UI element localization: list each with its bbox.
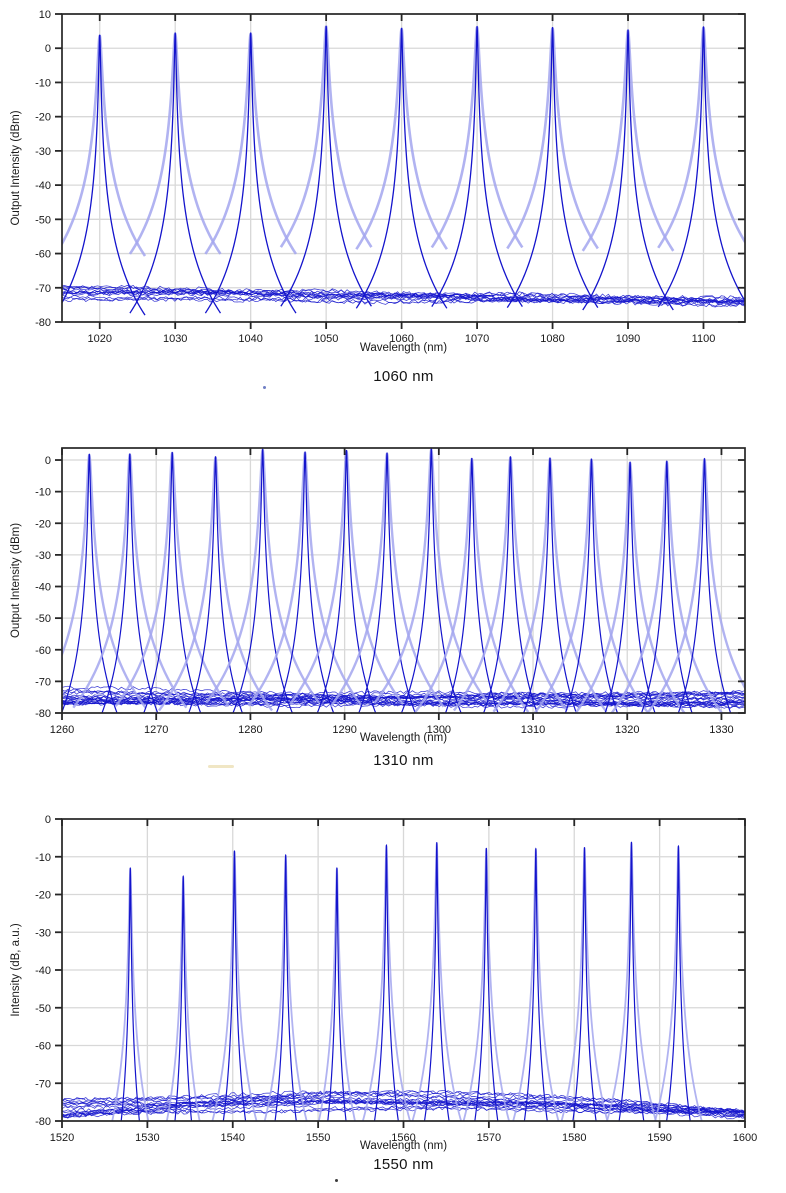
svg-text:1100: 1100: [692, 333, 716, 345]
svg-text:-50: -50: [35, 214, 51, 226]
svg-text:0: 0: [45, 455, 51, 467]
svg-text:-70: -70: [35, 283, 51, 295]
svg-text:-20: -20: [35, 890, 51, 902]
svg-text:1590: 1590: [647, 1132, 671, 1144]
svg-text:-70: -70: [35, 676, 51, 688]
svg-text:1580: 1580: [562, 1132, 586, 1144]
svg-text:0: 0: [45, 814, 51, 826]
svg-text:1310: 1310: [521, 724, 545, 736]
axis-labels: 1520 1530 1540 1550 1560 1570 1580 1590 1600 0 -10…: [10, 814, 757, 1152]
svg-text:-60: -60: [35, 1041, 51, 1053]
svg-text:1570: 1570: [477, 1132, 501, 1144]
svg-text:-60: -60: [35, 645, 51, 657]
svg-text:1270: 1270: [144, 724, 168, 736]
stray-smudge: [208, 765, 234, 768]
axis-labels: 1020 1030 1040 1050 1060 1070 1080 1090 1100 10 0 -…: [10, 9, 715, 354]
svg-text:-20: -20: [35, 112, 51, 124]
svg-text:-40: -40: [35, 180, 51, 192]
svg-text:1520: 1520: [50, 1132, 74, 1144]
axis-labels: 1260 1270 1280 1290 1300 1310 1320 1330 0 -10 -20 -…: [10, 455, 734, 744]
svg-text:1070: 1070: [465, 333, 489, 345]
axes: [55, 818, 746, 1128]
spectrum-plot-1060nm: 1020 1030 1040 1050 1060 1070 1080 1090 1100 10 0 -…: [10, 9, 746, 354]
svg-text:1020: 1020: [87, 333, 111, 345]
noise-floor-traces: [62, 284, 745, 308]
svg-text:-40: -40: [35, 965, 51, 977]
svg-text:-80: -80: [35, 708, 51, 720]
stray-dot: [335, 1179, 338, 1182]
svg-text:-10: -10: [35, 852, 51, 864]
svg-text:0: 0: [45, 43, 51, 55]
y-axis-label: Output Intensity (dBm): [10, 523, 22, 638]
figure-1060nm: 1020 1030 1040 1050 1060 1070 1080 1090 1100 10 0 -…: [0, 0, 786, 395]
data-traces: [62, 841, 745, 1121]
axes: [55, 447, 746, 720]
svg-text:-30: -30: [35, 146, 51, 158]
laser-peaks: [111, 841, 703, 1121]
spectrum-plot-1550nm: 1520 1530 1540 1550 1560 1570 1580 1590 1600 0 -10…: [10, 814, 757, 1152]
svg-text:-80: -80: [35, 1116, 51, 1128]
svg-text:1280: 1280: [238, 724, 262, 736]
svg-text:-30: -30: [35, 927, 51, 939]
figure-1310nm: 1260 1270 1280 1290 1300 1310 1320 1330 0 -10 -20 -…: [0, 430, 786, 775]
svg-text:1080: 1080: [540, 333, 564, 345]
svg-text:1060: 1060: [389, 333, 413, 345]
svg-text:1030: 1030: [163, 333, 187, 345]
svg-text:-70: -70: [35, 1078, 51, 1090]
x-axis-label: Wavelength (nm): [360, 342, 447, 354]
svg-text:1600: 1600: [733, 1132, 757, 1144]
svg-text:-10: -10: [35, 487, 51, 499]
svg-text:1090: 1090: [616, 333, 640, 345]
axes: [55, 13, 746, 329]
y-axis-label: Intensity (dB, a.u.): [10, 923, 22, 1016]
x-axis-label: Wavelength (nm): [360, 732, 447, 744]
svg-text:10: 10: [39, 9, 51, 21]
stray-dot: [263, 386, 266, 389]
svg-text:1550: 1550: [306, 1132, 330, 1144]
svg-text:-50: -50: [35, 613, 51, 625]
chart-caption-1550nm: 1550 nm: [373, 1156, 434, 1173]
svg-text:1260: 1260: [50, 724, 74, 736]
svg-text:1560: 1560: [391, 1132, 415, 1144]
data-traces: [62, 448, 745, 713]
chart-caption-1060nm: 1060 nm: [373, 368, 434, 385]
svg-text:1050: 1050: [314, 333, 338, 345]
svg-text:-30: -30: [35, 550, 51, 562]
laser-peaks: [62, 25, 745, 316]
svg-text:-10: -10: [35, 77, 51, 89]
svg-text:-60: -60: [35, 249, 51, 261]
svg-text:1320: 1320: [615, 724, 639, 736]
svg-text:-80: -80: [35, 317, 51, 329]
svg-text:-50: -50: [35, 1003, 51, 1015]
y-axis-label: Output Intensity (dBm): [10, 110, 22, 225]
data-traces: [62, 25, 745, 316]
figure-1550nm: 1520 1530 1540 1550 1560 1570 1580 1590 1600 0 -10…: [0, 805, 786, 1190]
chart-caption-1310nm: 1310 nm: [373, 752, 434, 769]
svg-text:1300: 1300: [427, 724, 451, 736]
grid: [61, 818, 746, 1122]
svg-text:1290: 1290: [332, 724, 356, 736]
svg-text:1530: 1530: [135, 1132, 159, 1144]
laser-peaks: [62, 448, 745, 713]
x-axis-label: Wavelength (nm): [360, 1140, 447, 1152]
noise-floor-traces: [62, 685, 745, 710]
svg-text:1330: 1330: [709, 724, 733, 736]
spectrum-plot-1310nm: 1260 1270 1280 1290 1300 1310 1320 1330 0 -10 -20 -…: [10, 447, 746, 744]
svg-text:1540: 1540: [221, 1132, 245, 1144]
svg-text:-20: -20: [35, 518, 51, 530]
svg-text:1040: 1040: [238, 333, 262, 345]
svg-text:-40: -40: [35, 582, 51, 594]
